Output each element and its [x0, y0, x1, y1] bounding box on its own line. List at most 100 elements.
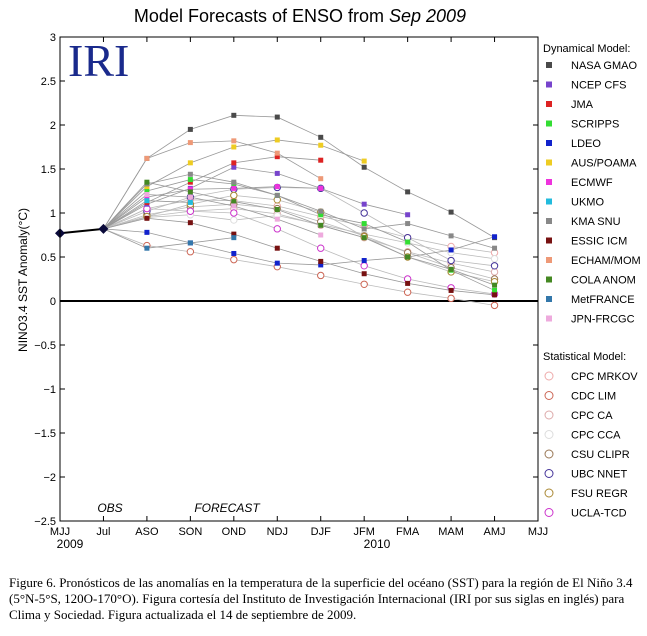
data-point-aus-poama [318, 142, 324, 148]
legend-label: JPN-FRCGC [571, 314, 635, 326]
series-line-ncep-cfs [103, 166, 408, 230]
data-point-cdc-lim [230, 255, 238, 264]
data-point-ucla-tcd [317, 244, 325, 252]
data-point-jpn-frcgc [187, 194, 193, 200]
series-line-kma-snu [103, 173, 495, 249]
legend-label: UBC NNET [571, 469, 628, 481]
x-tick-label: MJJ [528, 526, 548, 538]
data-point-cola-anom [405, 254, 411, 260]
legend-label: UKMO [571, 197, 604, 209]
data-point-ecmwf [187, 186, 193, 192]
legend-label: CSU CLIPR [571, 449, 630, 461]
data-point-cola-anom [187, 189, 193, 195]
data-point-cola-anom [361, 235, 367, 241]
legend-label: JMA [571, 99, 594, 111]
y-tick-label: 1.5 [41, 164, 56, 176]
legend-label: FSU REGR [571, 488, 628, 500]
chart-title-italic: Sep 2009 [389, 6, 466, 26]
legend-marker [544, 469, 554, 478]
legend-marker [546, 276, 552, 283]
data-point-essic-icm [361, 271, 367, 277]
data-point-ubc-nnet [360, 209, 368, 217]
y-tick-label: −1 [43, 384, 56, 396]
data-point-cdc-lim [403, 288, 412, 296]
legend-label: CDC LIM [571, 391, 616, 403]
data-point-ecmwf [274, 184, 280, 190]
data-point-metfrance [187, 240, 193, 246]
obs-label: OBS [97, 501, 122, 515]
data-point-aus-poama [144, 184, 150, 190]
legend-label: AUS/POAMA [571, 158, 637, 170]
data-point-scripps [361, 221, 367, 227]
y-tick-label: −1.5 [34, 428, 56, 440]
legend-marker [546, 179, 552, 185]
data-point-jpn-frcgc [144, 192, 150, 198]
data-point-ukmo [144, 198, 150, 204]
legend-marker [544, 410, 554, 420]
legend-label: NCEP CFS [571, 80, 626, 92]
legend-label: ESSIC ICM [571, 236, 627, 248]
y-tick-label: 2 [50, 120, 56, 132]
legend-marker [546, 218, 552, 224]
legend-marker [546, 140, 552, 146]
legend-marker [546, 159, 552, 166]
y-tick-label: −2.5 [34, 516, 56, 528]
data-point-metfrance [231, 235, 237, 241]
data-point-ecmwf [231, 185, 237, 191]
data-point-echam-mom [274, 150, 280, 156]
x-tick-label: MJJ [50, 526, 70, 538]
legend-marker [544, 430, 554, 439]
legend-label: UCLA-TCD [571, 508, 627, 520]
data-point-ncep-cfs [274, 170, 280, 176]
data-point-essic-icm [492, 292, 498, 298]
legend-label: CPC CCA [571, 430, 621, 442]
data-point-aus-poama [187, 160, 193, 166]
series-line-nasa-gmao [103, 114, 495, 238]
legend-label: SCRIPPS [571, 119, 619, 131]
data-point-ncep-cfs [231, 164, 237, 170]
y-tick-label: −2 [43, 472, 56, 484]
series-line-scripps [103, 179, 495, 291]
data-point-kma-snu [492, 245, 498, 251]
data-point-cdc-lim [490, 301, 499, 310]
legend-label: NASA GMAO [571, 60, 637, 72]
data-point-fsu-regr [230, 191, 238, 200]
legend-label: CPC CA [571, 410, 613, 422]
series-line-ubc-nnet [103, 187, 495, 267]
data-point-ucla-tcd [360, 262, 368, 270]
data-point-scripps [144, 188, 150, 194]
data-point-ldeo [492, 234, 498, 240]
data-point-echam-mom [231, 138, 237, 144]
data-point-nasa-gmao [318, 134, 324, 140]
data-point-cdc-lim [317, 271, 325, 280]
data-point-cdc-lim [360, 280, 368, 288]
data-point-ldeo [318, 262, 324, 268]
data-point-essic-icm [187, 220, 193, 226]
legend-marker [544, 508, 554, 517]
data-point-cola-anom [231, 199, 237, 205]
data-point-essic-icm [144, 215, 150, 221]
data-point-scripps [405, 239, 411, 245]
data-point-essic-icm [274, 245, 280, 251]
data-point-scripps [187, 177, 193, 183]
series-line-cpc-ca [103, 208, 495, 273]
data-point-ubc-nnet [447, 256, 455, 265]
data-point-echam-mom [144, 155, 150, 161]
data-point-cola-anom [448, 266, 454, 272]
legend-label: ECMWF [571, 177, 613, 189]
data-point-kma-snu [405, 221, 411, 227]
data-point-cpc-ca [490, 268, 499, 276]
y-tick-label: 3 [50, 32, 56, 44]
data-point-nasa-gmao [231, 112, 237, 118]
year-label-end: 2010 [364, 537, 391, 551]
x-tick-label: FMA [396, 526, 420, 538]
data-point-kma-snu [231, 179, 237, 185]
data-point-aus-poama [361, 158, 367, 164]
x-tick-label: ASO [135, 526, 159, 538]
x-tick-label: OND [222, 526, 247, 538]
x-tick-label: SON [178, 526, 202, 538]
data-point-kma-snu [448, 233, 454, 239]
data-point-scripps [492, 287, 498, 293]
series-line-cdc-lim [103, 228, 495, 306]
legend-label: KMA SNU [571, 216, 621, 228]
